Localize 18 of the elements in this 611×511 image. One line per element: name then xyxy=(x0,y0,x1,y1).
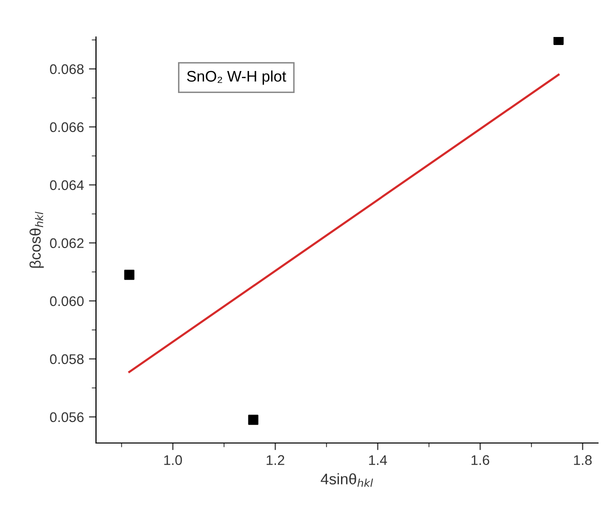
y-tick-label: 0.064 xyxy=(50,180,84,190)
y-tick-label: 0.062 xyxy=(50,238,84,248)
y-tick-label: 0.068 xyxy=(50,64,84,74)
point xyxy=(553,37,564,45)
point xyxy=(124,270,134,280)
x-tick-label: 1.6 xyxy=(472,455,490,466)
x-tick-label: 1.2 xyxy=(266,455,284,465)
y-axis-title: βcosθ$_{hkl}$ xyxy=(30,212,44,268)
x-axis-title: 4sinθ$_{hkl}$ xyxy=(320,473,373,487)
annotation: SnO₂ W-H plot xyxy=(187,70,286,85)
x-tick-label: 1.4 xyxy=(369,455,387,465)
x-tick-label: 1.8 xyxy=(574,455,592,466)
y-tick-label: 0.058 xyxy=(50,354,84,364)
point xyxy=(248,414,258,425)
y-tick-label: 0.060 xyxy=(50,296,84,306)
y-tick-label: 0.056 xyxy=(50,412,84,422)
y-tick-label: 0.066 xyxy=(50,122,84,132)
x-tick-label: 1.0 xyxy=(164,455,182,466)
